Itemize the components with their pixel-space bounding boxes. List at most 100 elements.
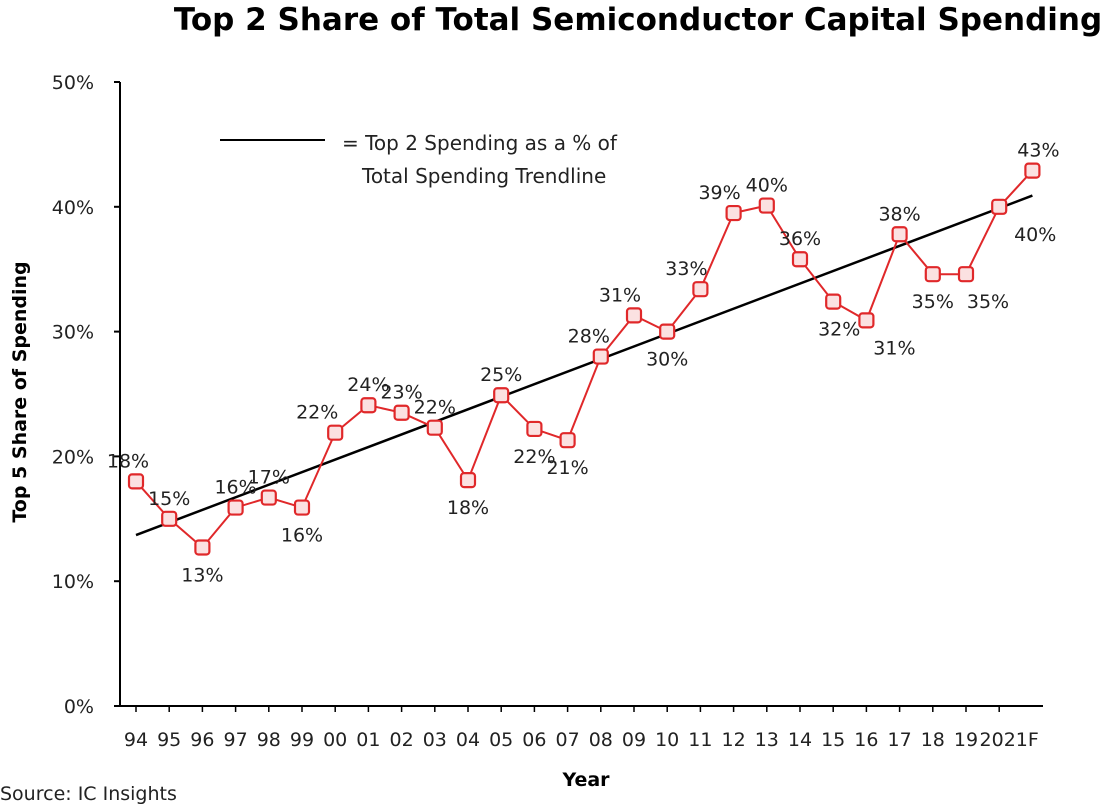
source-note: Source: IC Insights <box>0 783 177 805</box>
y-tick-label: 40% <box>52 197 94 219</box>
x-tick-label: 17 <box>888 729 912 751</box>
data-point <box>127 473 145 490</box>
x-tick-label: 01 <box>356 729 380 751</box>
x-tick-label: 12 <box>722 729 746 751</box>
x-tick-label: 13 <box>755 729 779 751</box>
data-point <box>924 266 941 283</box>
x-tick-label: 97 <box>224 729 248 751</box>
data-point <box>559 432 576 449</box>
x-tick-label: 02 <box>390 729 414 751</box>
x-tick-label: 19 <box>954 729 978 751</box>
x-tick-label: 08 <box>589 729 613 751</box>
data-point <box>692 281 709 298</box>
x-tick-label: 04 <box>456 729 480 751</box>
data-point <box>825 293 842 310</box>
data-label: 40% <box>1014 224 1056 246</box>
x-tick-label: 06 <box>522 729 546 751</box>
data-point <box>327 424 344 441</box>
x-tick-label: 07 <box>556 729 580 751</box>
series-line <box>135 169 1034 549</box>
data-label: 15% <box>148 488 190 510</box>
x-tick-label: 10 <box>655 729 679 751</box>
data-label: 31% <box>599 284 641 306</box>
data-point <box>625 307 643 324</box>
data-point <box>659 323 676 340</box>
data-label: 25% <box>480 364 522 386</box>
y-tick-label: 10% <box>52 571 94 593</box>
y-tick-label: 0% <box>64 696 94 718</box>
data-label: 33% <box>665 258 707 280</box>
y-tick-label: 20% <box>52 446 94 468</box>
data-point <box>957 266 975 283</box>
chart-title: Top 2 Share of Total Semiconductor Capit… <box>174 2 1100 38</box>
x-tick-label: 03 <box>423 729 447 751</box>
data-point <box>791 251 809 268</box>
x-axis-title: Year <box>561 769 610 791</box>
data-point <box>426 419 443 436</box>
data-label: 21% <box>546 457 588 479</box>
data-label: 23% <box>380 382 422 404</box>
data-point <box>260 489 277 506</box>
data-point <box>161 510 178 527</box>
data-label: 22% <box>513 446 555 468</box>
data-label: 18% <box>447 497 489 519</box>
x-tick-label: 98 <box>257 729 281 751</box>
data-label: 13% <box>181 565 223 587</box>
data-point <box>393 404 410 421</box>
data-point <box>227 499 244 516</box>
data-point <box>725 204 742 222</box>
x-tick-label: 18 <box>921 729 945 751</box>
data-point <box>858 312 875 329</box>
data-point <box>991 198 1008 215</box>
data-point <box>1024 162 1041 179</box>
legend: = Top 2 Spending as a % of Total Spendin… <box>220 131 618 188</box>
x-tick-label: 11 <box>688 729 712 751</box>
data-labels-group: 18%15%13%16%17%16%22%24%23%22%18%25%22%2… <box>107 140 1060 587</box>
data-point <box>493 387 510 404</box>
legend-label-line2: Total Spending Trendline <box>361 164 606 188</box>
data-label: 35% <box>967 291 1009 313</box>
data-label: 40% <box>746 175 788 197</box>
x-tick-label: 09 <box>622 729 646 751</box>
data-label: 22% <box>296 402 338 424</box>
data-point <box>526 420 543 438</box>
data-label: 32% <box>818 319 860 341</box>
y-tick-label: 50% <box>52 72 94 94</box>
data-point <box>592 348 609 365</box>
x-tick-label: 95 <box>157 729 181 751</box>
x-tick-label: 00 <box>323 729 347 751</box>
trendline <box>135 194 1033 537</box>
x-tick-label: 05 <box>489 729 513 751</box>
data-label: 18% <box>107 450 149 472</box>
y-axis-title: Top 5 Share of Spending <box>9 261 31 522</box>
x-tick-label: 94 <box>124 729 148 751</box>
data-point <box>360 397 377 414</box>
data-label: 16% <box>281 525 323 547</box>
y-tick-label: 30% <box>52 322 94 344</box>
data-label: 17% <box>248 467 290 489</box>
data-label: 22% <box>414 397 456 419</box>
data-label: 31% <box>873 337 915 359</box>
data-label: 24% <box>347 374 389 396</box>
data-point <box>758 197 775 214</box>
x-tick-label: 99 <box>290 729 314 751</box>
series-group <box>127 162 1041 556</box>
data-point <box>459 472 477 489</box>
x-tick-label: 2021F <box>980 729 1039 751</box>
x-tick-label: 96 <box>190 729 214 751</box>
legend-label-line1: = Top 2 Spending as a % of <box>342 131 618 155</box>
data-label: 43% <box>1017 140 1059 162</box>
data-label: 39% <box>698 182 740 204</box>
data-point <box>891 226 908 243</box>
data-label: 36% <box>779 228 821 250</box>
axes-group: 0% 10% 20% 30% 40% 50% 94 95 96 97 98 99 00 01 02 03 04 0… <box>52 72 1043 751</box>
data-point <box>293 499 311 516</box>
data-label: 38% <box>878 203 920 225</box>
trendline-group <box>135 194 1033 537</box>
data-label: 28% <box>568 326 610 348</box>
x-tick-label: 14 <box>788 729 812 751</box>
data-label: 30% <box>646 349 688 371</box>
data-label: 35% <box>912 291 954 313</box>
